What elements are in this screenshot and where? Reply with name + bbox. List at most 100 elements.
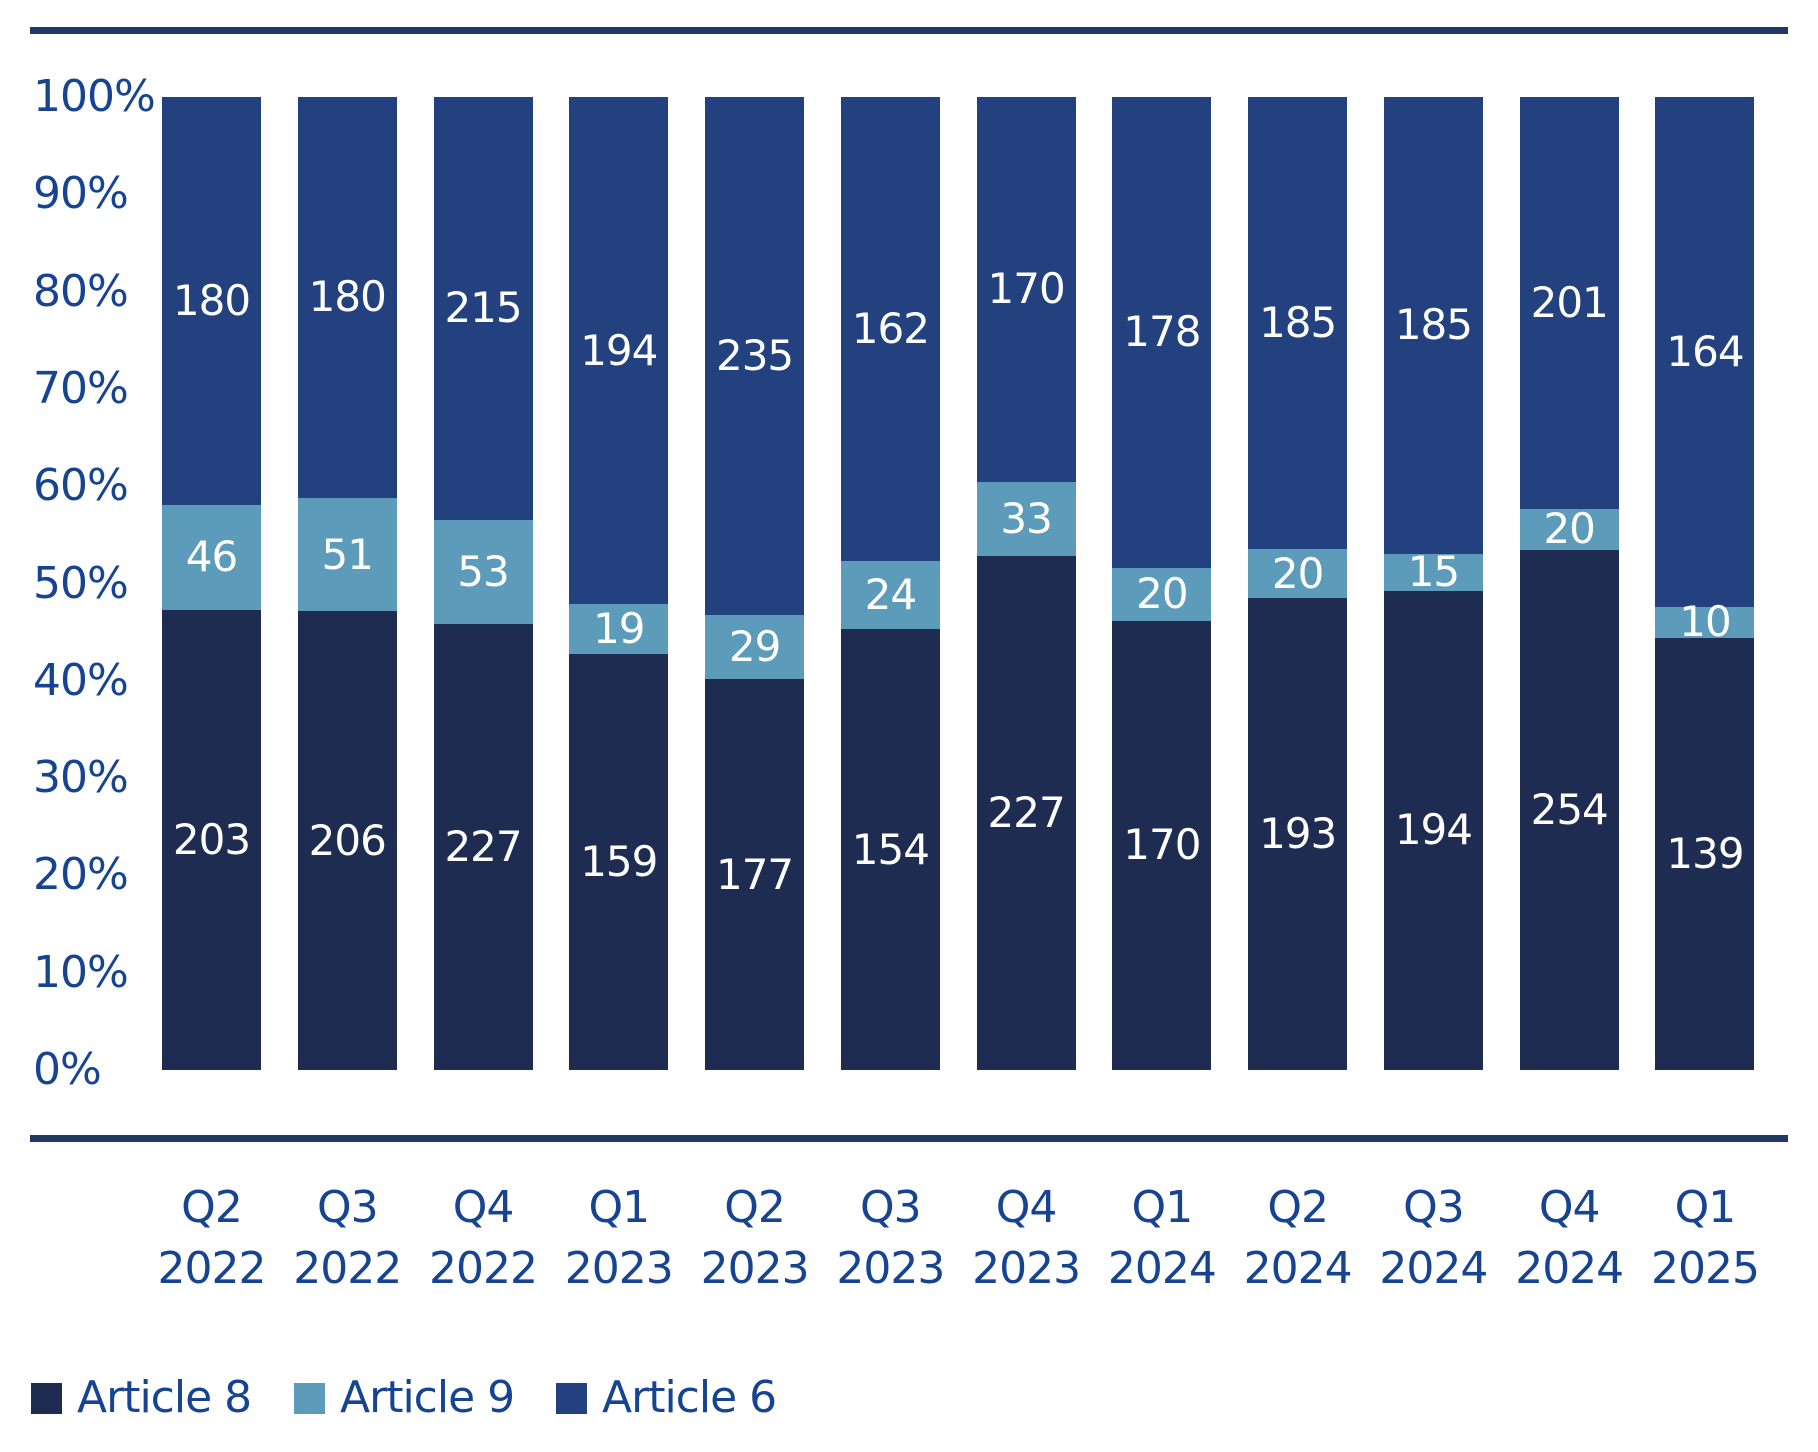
segment-value-label: 203: [172, 814, 251, 864]
x-axis-label-q3-2023: Q3 2023: [836, 1186, 945, 1294]
segment-value-label: 227: [987, 788, 1066, 838]
segment-article-8: 154: [840, 629, 940, 1070]
segment-article-6: 180: [297, 97, 397, 498]
segment-article-9: 51: [297, 497, 397, 612]
segment-value-label: 254: [1530, 784, 1609, 834]
segment-value-label: 194: [580, 325, 658, 375]
quarter-label: Q3: [316, 1182, 379, 1233]
segment-value-label: 180: [308, 272, 387, 322]
bar-q1-2025: 164 10 139: [1655, 97, 1755, 1070]
segment-article-6: 170: [976, 97, 1076, 482]
segment-article-6: 164: [1655, 97, 1755, 607]
segment-value-label: 46: [185, 532, 238, 582]
segment-article-6: 201: [1519, 97, 1619, 509]
segment-article-9: 15: [1383, 547, 1483, 597]
y-axis-tick-label: 80%: [33, 265, 129, 317]
segment-article-8: 177: [705, 679, 805, 1070]
segment-article-8: 203: [162, 609, 261, 1070]
segment-value-label: 193: [1259, 809, 1337, 859]
segment-article-9: 20: [1112, 567, 1212, 621]
year-label: 2023: [564, 1243, 674, 1294]
segment-article-9: 10: [1655, 601, 1755, 643]
segment-value-label: 206: [308, 815, 387, 865]
segment-value-label: 170: [1123, 820, 1201, 870]
year-label: 2025: [1650, 1243, 1760, 1294]
bar-q1-2024: 178 20 170: [1112, 97, 1212, 1070]
article-8-swatch: [31, 1382, 62, 1414]
y-axis-tick-label: 10%: [33, 946, 129, 998]
quarter-label: Q4: [995, 1182, 1058, 1233]
segment-value-label: 154: [851, 824, 930, 874]
segment-value-label: 180: [172, 276, 251, 326]
segment-article-9: 53: [433, 519, 533, 624]
segment-article-9: 33: [976, 481, 1076, 557]
x-axis-label-q1-2024: Q1 2024: [1108, 1182, 1217, 1291]
y-axis-tick-label: 0%: [33, 1044, 102, 1095]
y-axis-tick-label: 20%: [33, 849, 129, 901]
segment-value-label: 51: [321, 529, 374, 579]
segment-value-label: 201: [1530, 277, 1609, 327]
bar-q3-2023: 162 24 154: [840, 97, 940, 1070]
x-axis-label-q1-2025: Q1 2025: [1650, 1186, 1760, 1294]
segment-value-label: 177: [715, 849, 794, 899]
x-axis-label-q4-2023: Q4 2023: [972, 1182, 1081, 1294]
bar-q2-2024: 185 20 193: [1248, 97, 1348, 1070]
segment-article-8: 193: [1248, 598, 1348, 1070]
year-label: 2023: [700, 1243, 810, 1294]
y-axis-tick-label: 40%: [33, 654, 129, 706]
year-label: 2022: [293, 1243, 402, 1294]
segment-article-9: 19: [569, 604, 669, 655]
segment-article-6: 185: [1383, 97, 1483, 554]
segment-article-6: 178: [1112, 97, 1212, 568]
segment-value-label: 53: [457, 546, 509, 596]
segment-article-8: 206: [297, 611, 397, 1070]
bar-q4-2024: 201 20 254: [1519, 97, 1619, 1070]
quarter-label: Q4: [1538, 1182, 1601, 1233]
x-axis-label-q2-2023: Q2 2023: [700, 1186, 810, 1294]
segment-value-label: 227: [444, 821, 522, 871]
article-6-swatch: [556, 1382, 587, 1414]
bar-q4-2022: 215 53 227: [433, 97, 533, 1070]
year-label: 2024: [1515, 1243, 1624, 1294]
article-9-swatch: [294, 1382, 325, 1414]
segment-article-8: 139: [1655, 637, 1755, 1070]
top-divider-line: [30, 27, 1788, 34]
y-axis-tick-label: 30%: [33, 752, 129, 804]
year-label: 2024: [1243, 1243, 1353, 1294]
segment-value-label: 15: [1407, 547, 1460, 597]
quarter-label: Q2: [181, 1182, 243, 1233]
segment-value-label: 19: [593, 604, 645, 654]
quarter-label: Q2: [1267, 1182, 1329, 1233]
legend-item-article-9: Article 9: [294, 1376, 515, 1420]
x-axis-label-q4-2022: Q4 2022: [429, 1186, 538, 1291]
y-axis-tick-label: 100%: [33, 71, 156, 122]
segment-value-label: 29: [728, 622, 781, 672]
bar-q3-2024: 185 15 194: [1383, 97, 1483, 1070]
segment-value-label: 162: [851, 303, 930, 353]
y-axis-tick-label: 90%: [33, 168, 129, 220]
year-label: 2023: [972, 1243, 1081, 1294]
quarter-label: Q1: [1131, 1182, 1194, 1233]
year-label: 2024: [1379, 1243, 1488, 1294]
x-axis-label-q2-2024: Q2 2024: [1243, 1182, 1353, 1294]
segment-value-label: 215: [444, 283, 522, 333]
y-axis-tick-label: 70%: [33, 362, 129, 414]
segment-article-9: 24: [840, 560, 940, 630]
year-label: 2022: [157, 1243, 267, 1294]
segment-value-label: 20: [1136, 569, 1188, 619]
segment-article-9: 20: [1519, 508, 1619, 550]
bar-q4-2023: 170 33 227: [976, 97, 1076, 1070]
segment-article-9: 46: [162, 505, 261, 610]
legend-item-article-6: Article 6: [556, 1376, 777, 1420]
year-label: 2023: [836, 1243, 945, 1294]
segment-value-label: 33: [1000, 494, 1052, 543]
segment-article-8: 254: [1519, 549, 1619, 1070]
bottom-divider-line: [30, 1135, 1788, 1142]
segment-value-label: 159: [580, 837, 658, 887]
legend-label: Article 6: [602, 1372, 777, 1423]
quarter-label: Q1: [588, 1182, 650, 1233]
bar-q2-2023: 235 29 177: [705, 97, 805, 1070]
segment-article-6: 180: [162, 97, 261, 506]
